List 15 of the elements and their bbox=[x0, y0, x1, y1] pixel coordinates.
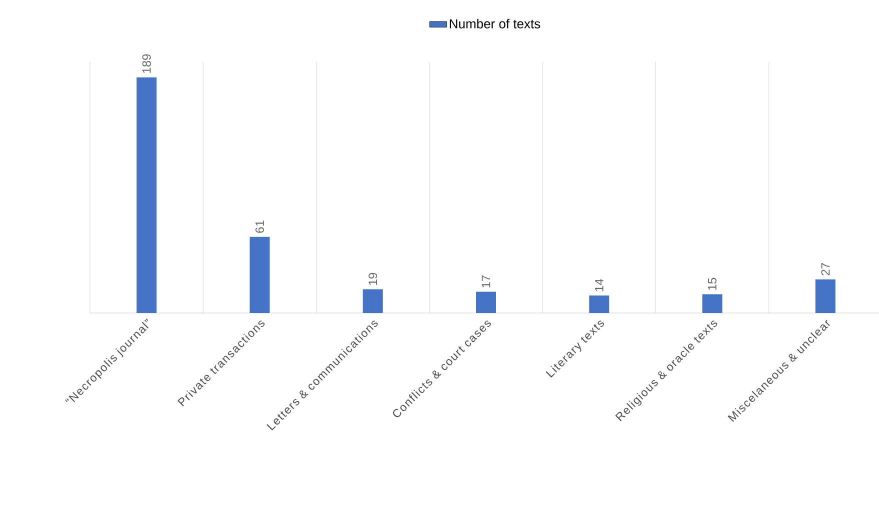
bar bbox=[589, 296, 610, 313]
bar bbox=[476, 292, 496, 313]
bar bbox=[136, 77, 157, 313]
data-label: 189 bbox=[142, 54, 151, 73]
bar bbox=[250, 236, 270, 313]
data-label: 27 bbox=[821, 263, 830, 276]
bar bbox=[702, 294, 722, 313]
data-label: 15 bbox=[708, 278, 716, 290]
data-label: 17 bbox=[482, 276, 490, 288]
bar bbox=[815, 279, 836, 313]
data-label: 14 bbox=[595, 279, 604, 292]
legend-label: Number of texts bbox=[450, 18, 540, 28]
bar bbox=[362, 289, 383, 313]
data-label: 61 bbox=[255, 220, 264, 233]
data-label: 19 bbox=[368, 272, 378, 285]
